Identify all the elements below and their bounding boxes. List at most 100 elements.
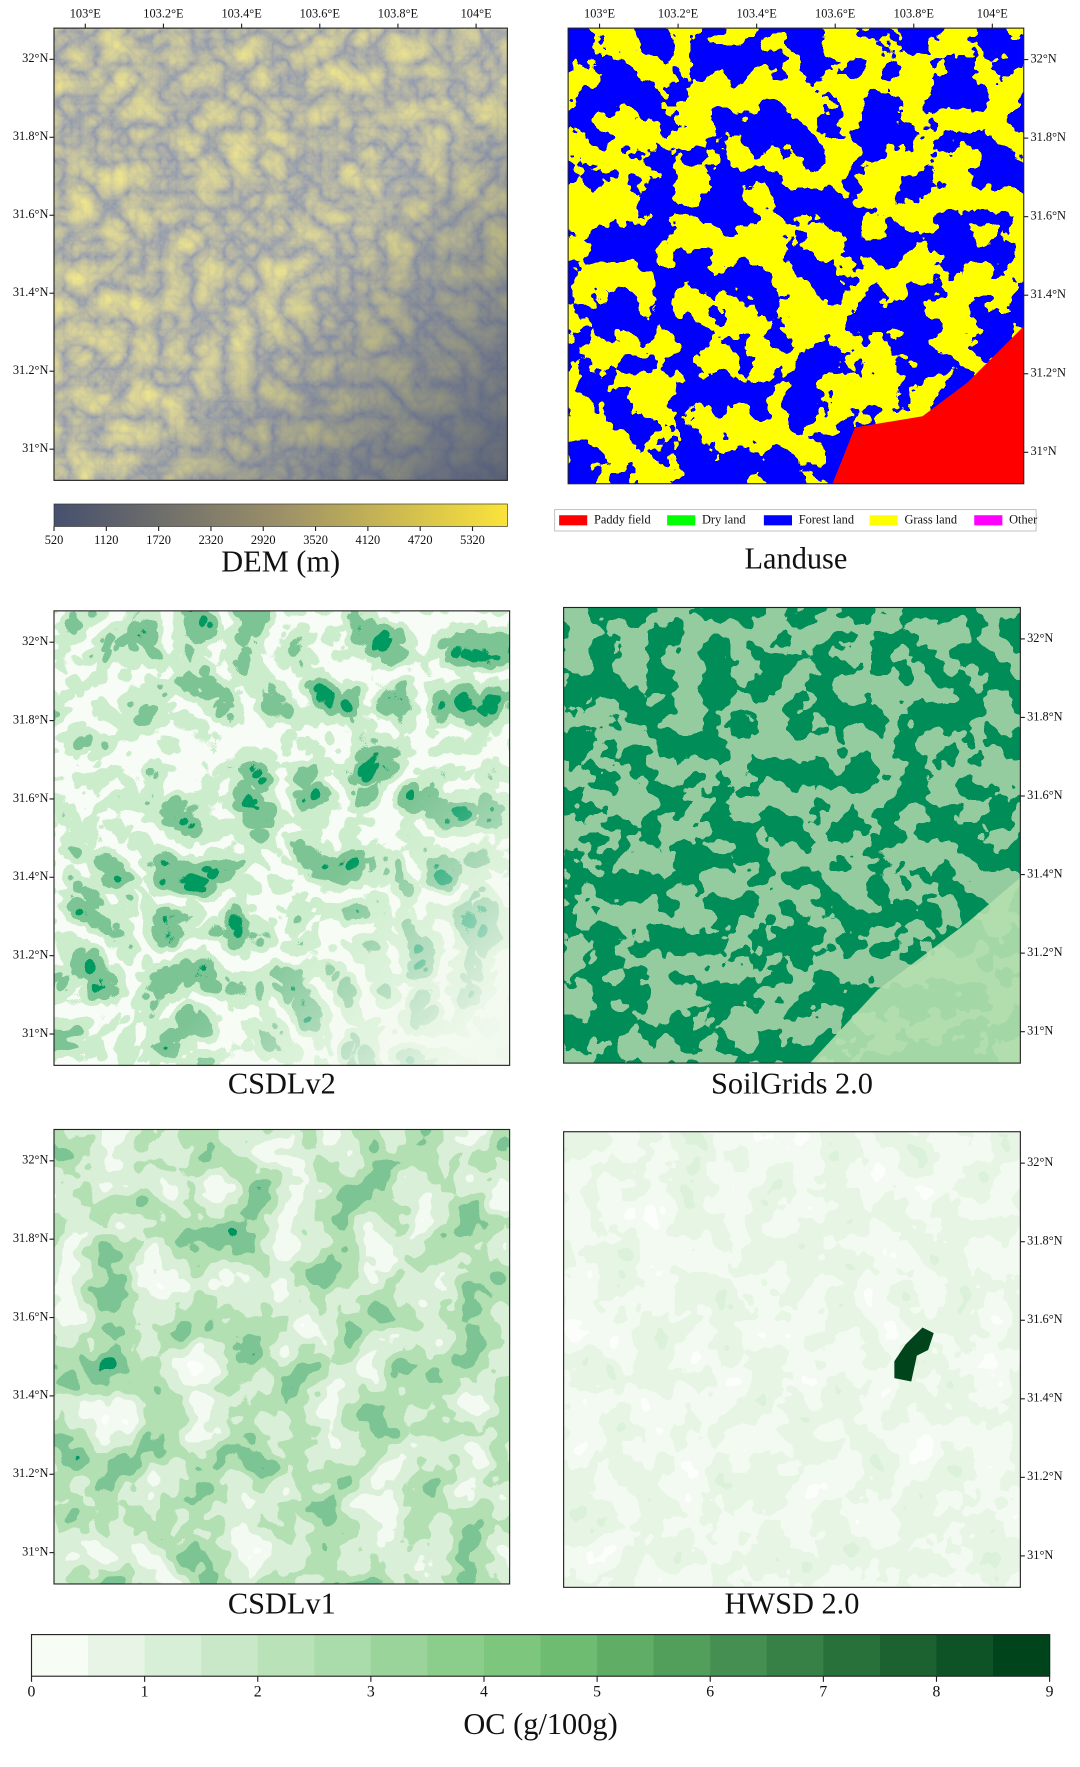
lat-tick-label: 31.6°N [1027,1312,1063,1326]
lat-tick-label: 31°N [1030,444,1056,458]
oc-colorbar-band [314,1634,372,1677]
lat-tick-label: 31.4°N [1027,1391,1063,1405]
lat-tick-label: 31.4°N [13,1388,49,1402]
legend-label: Dry land [702,513,746,527]
lat-tick-label: 32°N [1027,1155,1053,1169]
lon-tick-label: 103.2°E [658,6,698,20]
oc-colorbar-band [766,1634,824,1677]
dem-colorbar-tick-label: 3520 [303,533,328,547]
oc-colorbar-tick-label: 9 [1046,1684,1054,1701]
lat-tick-label: 31°N [22,441,48,455]
lat-tick-label: 31.8°N [13,712,49,726]
oc-colorbar-band [257,1634,315,1677]
lat-tick-label: 31.2°N [1027,1469,1063,1483]
lat-tick-label: 31.2°N [1030,366,1066,380]
lat-tick-label: 31.2°N [13,947,49,961]
oc-colorbar-band [144,1634,202,1677]
panel-title: DEM (m) [221,545,340,579]
lat-tick-label: 31.6°N [1030,208,1066,222]
lon-tick-label: 104°E [977,6,1008,20]
dem-colorbar-tick-label: 1120 [94,533,118,547]
lat-tick-label: 31°N [22,1026,48,1040]
lon-tick-label: 103.8°E [378,6,418,20]
lat-tick-label: 32°N [1027,631,1053,645]
oc-colorbar-tick-label: 6 [706,1684,714,1701]
dem-colorbar-tick-label: 2320 [199,533,224,547]
oc-colorbar-label: OC (g/100g) [463,1707,617,1741]
oc-colorbar-band [88,1634,146,1677]
oc-colorbar-band [427,1634,485,1677]
panel-frame [53,610,511,1066]
lon-tick-label: 103.6°E [815,6,855,20]
legend-label: Grass land [904,513,957,527]
panel-title: CSDLv2 [228,1067,336,1101]
lat-tick-label: 31.6°N [13,207,49,221]
dem-colorbar-tick-label: 5320 [460,533,485,547]
lat-tick-label: 32°N [22,634,48,648]
legend-swatch [869,515,898,526]
oc-colorbar-tick-label: 2 [254,1684,262,1701]
panel-frame [53,27,508,481]
lat-tick-label: 31.2°N [13,363,49,377]
legend-label: Other [1009,513,1037,527]
oc-colorbar-frame [30,1634,1051,1677]
lon-tick-label: 103.4°E [221,6,261,20]
lat-tick-label: 31.4°N [13,285,49,299]
dem-shade [54,28,508,481]
hwsd-map [563,1131,1021,1588]
map-panels [54,28,1024,1588]
legend-label: Forest land [799,513,855,527]
oc-colorbar-band [484,1634,542,1677]
oc-colorbar-band [370,1634,429,1677]
lat-tick-label: 31.8°N [1027,1234,1063,1248]
dem-colorbar-tick-label: 1720 [146,533,171,547]
lat-tick-label: 31.8°N [1027,709,1063,723]
lat-tick-label: 31.8°N [13,1231,49,1245]
dem-colorbar [53,503,508,527]
dem-colorbar-tick-label: 4120 [356,533,381,547]
oc-colorbar-band [993,1634,1051,1677]
oc-colorbar-tick-label: 7 [819,1684,827,1701]
paddy-area [832,326,1024,484]
panel-frame [567,27,1025,485]
oc-colorbar-tick-label: 0 [28,1684,36,1701]
lat-tick-label: 31°N [1027,1548,1053,1562]
lat-tick-label: 31.6°N [13,791,49,805]
soilgrids-light [809,877,1021,1064]
lat-tick-label: 31.4°N [1027,866,1063,880]
oc-colorbar-tick-label: 5 [593,1684,601,1701]
lon-tick-label: 103°E [584,6,615,20]
oc-colorbar-band [710,1634,768,1677]
legend-swatch [559,515,588,526]
lon-tick-label: 103.6°E [300,6,340,20]
oc-colorbar-tick-label: 1 [141,1684,149,1701]
landuse-legend-box [554,509,1037,532]
legend-swatch [974,515,1003,526]
panel-frame [563,606,1021,1064]
dem-colorbar-tick-label: 2920 [251,533,276,547]
oc-colorbar-band [879,1634,938,1677]
lon-tick-label: 103.4°E [736,6,776,20]
panel-title: CSDLv1 [228,1586,336,1620]
oc-colorbar-tick-label: 4 [480,1684,488,1701]
lat-tick-label: 31.2°N [1027,945,1063,959]
lon-tick-label: 103.2°E [143,6,183,20]
oc-colorbar-band [823,1634,881,1677]
lon-tick-label: 103°E [70,6,101,20]
hwsd-dark-patch [894,1327,934,1382]
lat-tick-label: 31.8°N [13,129,49,143]
legend-label: Paddy field [594,513,651,527]
csdlv1-map [54,1129,510,1584]
lat-tick-label: 32°N [22,51,48,65]
dem-colorbar-tick-label: 4720 [408,533,433,547]
lat-tick-label: 31°N [1027,1024,1053,1038]
oc-colorbar-band [597,1634,655,1677]
oc-colorbar-tick-label: 8 [933,1684,941,1701]
lat-tick-label: 31.8°N [1030,130,1066,144]
lat-tick-label: 32°N [1030,51,1056,65]
oc-colorbar-band [540,1634,598,1677]
lat-tick-label: 31.4°N [1030,287,1066,301]
lat-tick-label: 31.4°N [13,869,49,883]
oc-colorbar-band [31,1634,89,1677]
